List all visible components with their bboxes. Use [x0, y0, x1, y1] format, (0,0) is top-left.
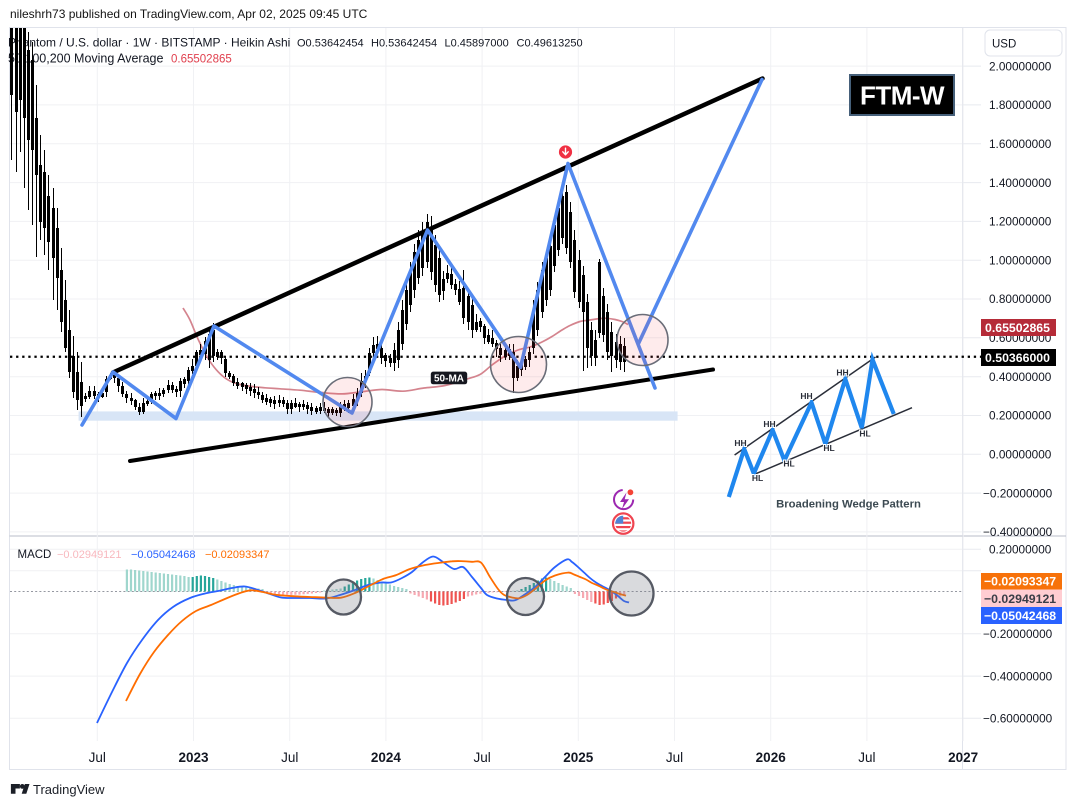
- svg-text:2025: 2025: [563, 750, 594, 765]
- svg-text:Jul: Jul: [89, 750, 106, 765]
- svg-text:Broadening Wedge Pattern: Broadening Wedge Pattern: [776, 499, 921, 511]
- svg-text:0.20000000: 0.20000000: [989, 542, 1052, 556]
- svg-text:MACD: MACD: [18, 549, 52, 561]
- svg-text:HL: HL: [859, 429, 870, 439]
- svg-text:Jul: Jul: [281, 750, 298, 765]
- svg-text:−0.02949121: −0.02949121: [57, 549, 122, 561]
- svg-text:1.20000000: 1.20000000: [989, 215, 1052, 229]
- svg-text:−0.05042468: −0.05042468: [984, 609, 1056, 623]
- svg-text:Jul: Jul: [473, 750, 490, 765]
- svg-text:2024: 2024: [371, 750, 402, 765]
- svg-text:1.40000000: 1.40000000: [989, 176, 1052, 190]
- svg-text:O0.53642454: O0.53642454: [297, 37, 364, 49]
- svg-text:50,100,200 Moving Average: 50,100,200 Moving Average: [8, 51, 163, 65]
- svg-text:C0.49613250: C0.49613250: [517, 37, 583, 49]
- svg-text:−0.60000000: −0.60000000: [983, 712, 1053, 726]
- svg-text:0.50366000: 0.50366000: [985, 351, 1050, 365]
- svg-text:2.00000000: 2.00000000: [989, 59, 1052, 73]
- svg-text:H0.53642454: H0.53642454: [371, 37, 437, 49]
- svg-text:−0.40000000: −0.40000000: [983, 525, 1053, 539]
- svg-text:−0.20000000: −0.20000000: [983, 627, 1053, 641]
- svg-text:HL: HL: [823, 443, 834, 453]
- svg-text:nileshrh73 published on Tradin: nileshrh73 published on TradingView.com,…: [10, 7, 368, 21]
- svg-text:Jul: Jul: [666, 750, 683, 765]
- svg-text:Jul: Jul: [858, 750, 875, 765]
- svg-text:FTM-W: FTM-W: [860, 81, 945, 111]
- svg-text:HH: HH: [734, 438, 746, 448]
- svg-text:0.65502865: 0.65502865: [985, 321, 1050, 335]
- svg-text:HL: HL: [752, 473, 763, 483]
- svg-text:TradingView: TradingView: [33, 782, 105, 797]
- svg-text:0.40000000: 0.40000000: [989, 370, 1052, 384]
- svg-text:0.00000000: 0.00000000: [989, 448, 1052, 462]
- svg-text:HH: HH: [800, 391, 812, 401]
- svg-text:2027: 2027: [948, 750, 978, 765]
- svg-text:L0.45897000: L0.45897000: [445, 37, 509, 49]
- svg-text:−0.05042468: −0.05042468: [131, 549, 196, 561]
- svg-text:−0.40000000: −0.40000000: [983, 669, 1053, 683]
- svg-text:HL: HL: [783, 459, 794, 469]
- svg-text:0.65502865: 0.65502865: [171, 53, 232, 65]
- svg-text:−0.02093347: −0.02093347: [984, 575, 1056, 589]
- svg-text:HH: HH: [836, 368, 848, 378]
- svg-text:−0.02949121: −0.02949121: [984, 592, 1056, 606]
- svg-text:−0.20000000: −0.20000000: [983, 486, 1053, 500]
- svg-text:−0.02093347: −0.02093347: [205, 549, 270, 561]
- svg-text:50-MA: 50-MA: [434, 373, 464, 384]
- svg-text:1.60000000: 1.60000000: [989, 137, 1052, 151]
- svg-text:0.20000000: 0.20000000: [989, 409, 1052, 423]
- svg-text:2026: 2026: [756, 750, 787, 765]
- svg-text:0.80000000: 0.80000000: [989, 292, 1052, 306]
- svg-text:1.00000000: 1.00000000: [989, 253, 1052, 267]
- svg-text:USD: USD: [992, 38, 1016, 50]
- svg-text:HH: HH: [763, 419, 775, 429]
- svg-text:2023: 2023: [178, 750, 209, 765]
- svg-text:Phantom / U.S. dollar · 1W · B: Phantom / U.S. dollar · 1W · BITSTAMP · …: [8, 35, 290, 49]
- svg-text:1.80000000: 1.80000000: [989, 98, 1052, 112]
